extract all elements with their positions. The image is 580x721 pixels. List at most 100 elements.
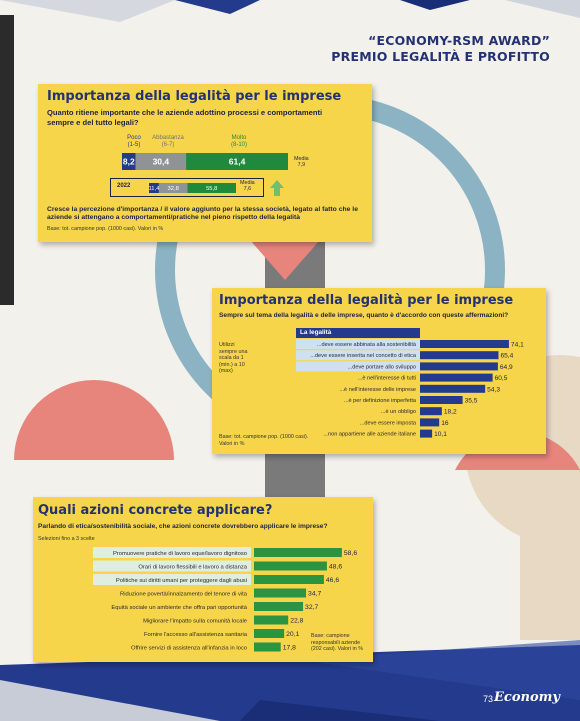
page-header-line2: PREMIO LEGALITÀ E PROFITTO bbox=[331, 49, 550, 64]
legend-molto: Molto (8-10) bbox=[224, 135, 254, 149]
chart2-value-label-6: 18,2 bbox=[444, 409, 457, 416]
chart2-value-label-8: 10,1 bbox=[434, 431, 447, 438]
chart3-bar-3 bbox=[254, 588, 307, 598]
card2-base: Base: tot. campione pop. (1000 casi). Va… bbox=[219, 434, 309, 447]
chart1-segment-label-1-1: 32,8 bbox=[168, 186, 179, 192]
card3-title: Quali azioni concrete applicare? bbox=[38, 503, 273, 518]
chart2-value-label-3: 60,5 bbox=[495, 375, 508, 382]
chart3-value-label-4: 32,7 bbox=[305, 604, 318, 611]
chart2-category-label-2: ...deve portare allo sviluppo bbox=[348, 364, 416, 370]
up-arrow-icon bbox=[270, 180, 284, 196]
chart2-category-label-0: ...deve essere abbinata alla sostenibili… bbox=[317, 342, 417, 348]
card1-question: Quanto ritiene importante che le aziende… bbox=[47, 108, 323, 127]
chart1-2022-box bbox=[110, 178, 264, 197]
chart3-category-label-2: Politiche sui diritti umani per protegge… bbox=[116, 578, 247, 584]
chart2-category-label-3: ...è nell'interesse di tutti bbox=[358, 376, 416, 382]
chart1-segment-label-0-2: 61,4 bbox=[229, 157, 246, 167]
chart3-value-label-3: 34,7 bbox=[308, 591, 321, 598]
chart2-category-label-1: ...deve essere inserita nel concetto di … bbox=[310, 353, 417, 359]
chart3-bar-6 bbox=[254, 629, 285, 638]
chart3-bars: Promuovere pratiche di lavoro eque/lavor… bbox=[93, 547, 357, 652]
chart3-bar-2 bbox=[254, 575, 324, 584]
legend-poco-range: (1-5) bbox=[127, 142, 141, 148]
chart2-bar-2 bbox=[420, 362, 498, 371]
chart2-highlight-0 bbox=[296, 339, 420, 349]
concrete-actions-card: Quali azioni concrete applicare? Parland… bbox=[33, 497, 373, 662]
page-header-line1: “ECONOMY-RSM AWARD” bbox=[368, 33, 550, 48]
card1-title: Importanza della legalità per le imprese bbox=[47, 89, 342, 104]
chart1-segment-label-1-0: 11,4 bbox=[149, 186, 161, 192]
chart3-value-label-1: 48,6 bbox=[329, 564, 342, 571]
chart3-highlight-1 bbox=[93, 560, 251, 572]
chart1-year-label: 2022 bbox=[117, 183, 131, 189]
chart1-media-2022-label: Media bbox=[240, 180, 255, 186]
chart2-value-label-5: 35,5 bbox=[465, 398, 478, 405]
card1-note: Cresce la percezione d'importanza / il v… bbox=[47, 206, 358, 221]
chart3-bar-7 bbox=[254, 642, 281, 652]
legend-molto-label: Molto bbox=[231, 135, 247, 141]
chart2-value-label-1: 65,4 bbox=[500, 353, 513, 360]
chart3-value-label-0: 58,6 bbox=[344, 550, 357, 557]
chart3-value-label-6: 20,1 bbox=[286, 631, 299, 638]
chart1-media-2022: Media 7,6 bbox=[240, 180, 255, 192]
chart2-value-label-4: 54,3 bbox=[487, 386, 500, 393]
chart2-bar-1 bbox=[420, 351, 499, 360]
card1-base: Base: tot. campione pop. (1000 casi). Va… bbox=[47, 226, 164, 232]
legend-poco-label: Poco bbox=[127, 135, 141, 141]
chart1-segment-1-2 bbox=[187, 183, 236, 193]
chart3-bar-0 bbox=[254, 548, 342, 557]
card2-side-note: Utilizzi sempre una scala da 1 (min.) a … bbox=[219, 342, 248, 375]
chart3-bar-1 bbox=[254, 561, 327, 571]
card2-question: Sempre sul tema della legalità e delle i… bbox=[219, 312, 509, 319]
chart2-category-label-8: ...non appartiene alle aziende italiane bbox=[323, 432, 416, 438]
chart1-segment-label-1-2: 55,8 bbox=[206, 186, 217, 192]
chart1-media-2022-value: 7,6 bbox=[243, 186, 252, 192]
chart2-bar-8 bbox=[420, 429, 433, 438]
chart3-bar-4 bbox=[254, 602, 304, 611]
chart1-media-label: Media bbox=[294, 156, 309, 162]
chart1-segment-label-0-0: 8,2 bbox=[123, 157, 135, 167]
chart2-category-label-7: ...deve essere imposta bbox=[360, 420, 417, 426]
chart3-highlight-2 bbox=[93, 574, 251, 585]
chart2-value-label-0: 74,1 bbox=[511, 342, 524, 349]
chart2-bar-6 bbox=[420, 407, 442, 416]
chart2-category-label-6: ...è un obbligo bbox=[381, 409, 416, 415]
chart1-main-bar: 8,2 30,4 61,4 11,4 32,8 55,8 bbox=[122, 153, 288, 193]
legend-molto-range: (8-10) bbox=[230, 142, 247, 148]
chart3-category-label-0: Promuovere pratiche di lavoro eque/lavor… bbox=[113, 551, 247, 557]
page-number: 73 bbox=[483, 694, 494, 704]
chart3-category-label-1: Orari di lavoro flessibili e lavoro a di… bbox=[138, 564, 247, 570]
chart2-bar-4 bbox=[420, 384, 486, 393]
legend-abbastanza-label: Abbastanza bbox=[152, 135, 184, 141]
chart2-bar-3 bbox=[420, 373, 493, 382]
chart3-category-label-3: Riduzione povertà/innalzamento del tenor… bbox=[120, 591, 248, 597]
card2-title: Importanza della legalità per le imprese bbox=[219, 293, 514, 308]
chart3-value-label-2: 46,6 bbox=[326, 577, 339, 584]
chart3-category-label-4: Equità sociale un ambiente che offra par… bbox=[111, 605, 247, 611]
legend-abbastanza: Abbastanza (6-7) bbox=[148, 135, 188, 149]
chart3-category-label-6: Fornire l'accesso all'assistenza sanitar… bbox=[144, 632, 248, 638]
legality-importance-card: Importanza della legalità per le imprese… bbox=[38, 84, 372, 242]
card3-base: Base: campione responsabili aziende (202… bbox=[311, 633, 364, 653]
chart3-category-label-7: Offrire servizi di assistenza all'infanz… bbox=[131, 645, 247, 651]
chart2-bar-0 bbox=[420, 340, 509, 348]
chart1-segment-0-0 bbox=[122, 153, 136, 170]
chart3-highlight-0 bbox=[93, 547, 251, 558]
chart1-segment-1-1 bbox=[158, 183, 188, 193]
chart3-value-label-5: 22,8 bbox=[290, 618, 303, 625]
chart2-value-label-2: 64,9 bbox=[500, 364, 513, 371]
chart2-highlight-2 bbox=[296, 361, 420, 372]
chart2-bars: ...deve essere abbinata alla sostenibili… bbox=[296, 339, 524, 438]
legend-abbastanza-range: (6-7) bbox=[161, 142, 175, 148]
chart3-category-label-5: Migliorare l'impatto sulla comunità loca… bbox=[143, 618, 247, 624]
legality-agreement-card: Importanza della legalità per le imprese… bbox=[212, 288, 546, 454]
chart2-category-label-4: ...è nell'interesse delle imprese bbox=[339, 387, 416, 393]
card2-header-label: La legalità bbox=[296, 328, 420, 338]
legend-poco: Poco (1-5) bbox=[122, 135, 146, 149]
chart1-media: Media 7,9 bbox=[294, 156, 309, 168]
brand-logo: Economy bbox=[494, 690, 560, 705]
chart2-category-label-5: ...è per definizione imperfetta bbox=[344, 398, 417, 404]
chart2-bar-5 bbox=[420, 396, 463, 404]
chart3-value-label-7: 17,8 bbox=[283, 645, 296, 652]
chart1-media-value: 7,9 bbox=[297, 162, 306, 168]
